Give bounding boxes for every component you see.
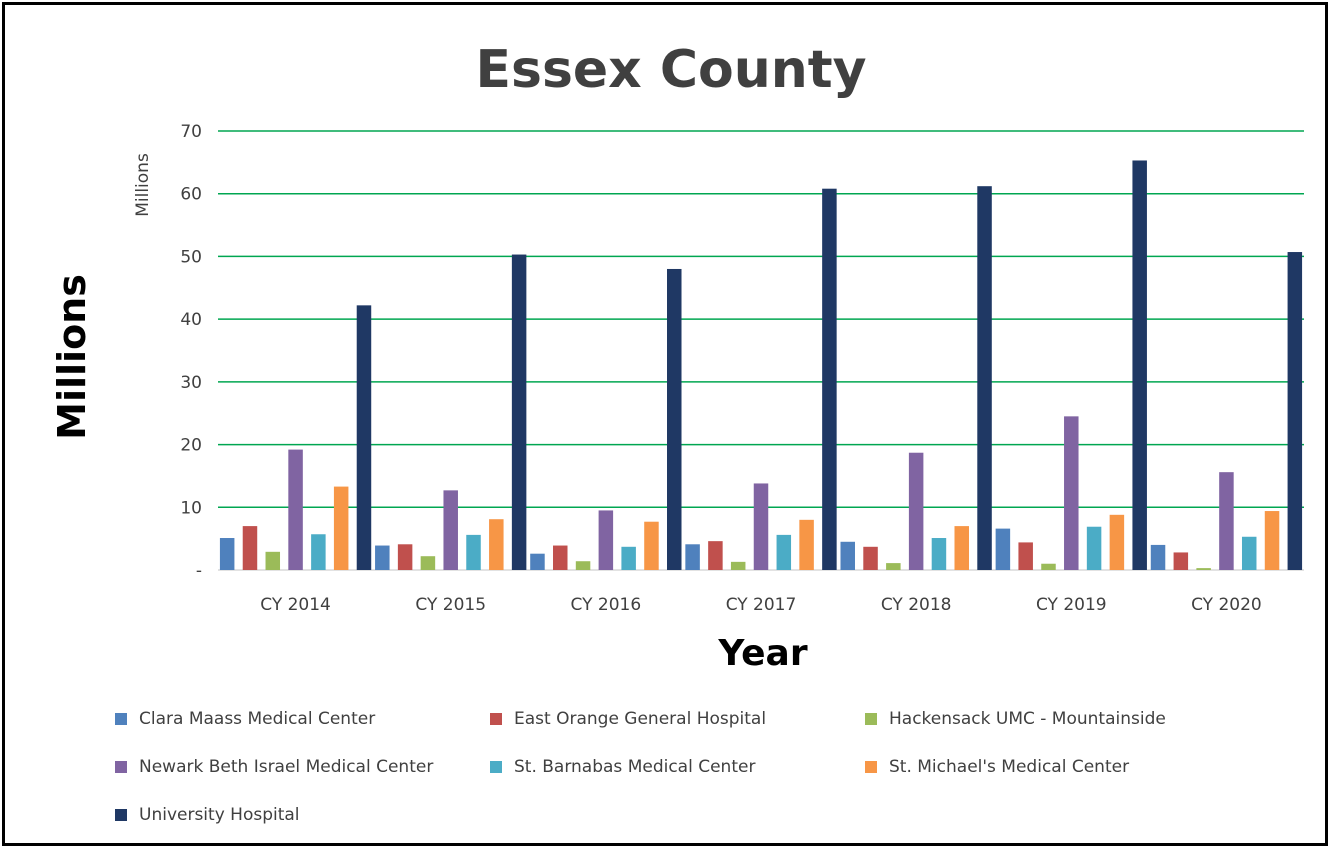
chart-title: Essex County [475, 40, 866, 100]
legend-swatch [865, 761, 877, 773]
legend-label: St. Michael's Medical Center [889, 757, 1130, 777]
bar [863, 546, 878, 570]
legend-item: Hackensack UMC - Mountainside [865, 709, 1166, 729]
bar [466, 534, 481, 570]
bar [288, 449, 303, 570]
y-tick-label: 60 [180, 185, 202, 205]
bar [489, 519, 504, 570]
bar-chart: Essex County Millions Millions - 10 20 30 40… [50, 40, 1304, 674]
legend-item: Newark Beth Israel Medical Center [115, 757, 433, 777]
y-axis-title: Millions [50, 274, 94, 440]
bar [822, 188, 837, 570]
y-tick-label: 30 [180, 373, 202, 393]
bar [776, 534, 792, 570]
legend-label: Newark Beth Israel Medical Center [139, 757, 434, 777]
legend-swatch [865, 713, 877, 725]
bar [621, 546, 636, 570]
bar [644, 521, 659, 570]
bar [685, 544, 700, 570]
bar [1064, 416, 1079, 570]
legend-swatch [490, 761, 502, 773]
bar [1150, 544, 1166, 570]
bar [708, 541, 723, 570]
legend-label: Clara Maass Medical Center [139, 709, 376, 729]
legend-item: East Orange General Hospital [490, 709, 766, 729]
x-tick-label: CY 2016 [571, 595, 642, 615]
y-tick-label: 20 [180, 436, 202, 456]
bar [995, 528, 1011, 570]
bar [219, 538, 235, 570]
x-axis-ticks: CY 2014 CY 2015 CY 2016 CY 2017 CY 2018 CY 20… [260, 595, 1261, 615]
bar [753, 483, 769, 570]
bar [1041, 563, 1056, 570]
legend-label: Hackensack UMC - Mountainside [889, 709, 1166, 729]
bars [219, 160, 1303, 570]
y-axis-ticks: - 10 20 30 40 50 60 70 [180, 122, 202, 581]
bar [598, 510, 614, 570]
x-tick-label: CY 2020 [1191, 595, 1262, 615]
bar [575, 561, 591, 570]
bar [1086, 526, 1102, 570]
x-tick-label: CY 2014 [260, 595, 331, 615]
legend-swatch [115, 761, 127, 773]
bar [840, 541, 855, 570]
bar [730, 561, 746, 570]
bar [553, 545, 568, 570]
y-axis-units-label: Millions [133, 153, 153, 217]
legend-label: East Orange General Hospital [514, 709, 767, 729]
bar [1264, 511, 1280, 570]
bar [420, 556, 436, 570]
bar [1109, 514, 1125, 570]
bar [511, 254, 527, 570]
bar [333, 486, 349, 570]
bar [931, 538, 947, 570]
y-tick-label: 10 [180, 498, 202, 518]
legend-item: Clara Maass Medical Center [115, 709, 375, 729]
bar [1287, 252, 1303, 570]
bar [375, 545, 390, 570]
bar [530, 553, 545, 570]
x-tick-label: CY 2018 [881, 595, 952, 615]
bar [1241, 536, 1257, 570]
legend-swatch [490, 713, 502, 725]
bar [799, 519, 814, 570]
legend-label: St. Barnabas Medical Center [514, 757, 756, 777]
legend-label: University Hospital [139, 805, 300, 825]
bar [1173, 552, 1189, 570]
bar [311, 534, 326, 570]
bar [667, 268, 682, 570]
bar [397, 544, 413, 570]
bar [1132, 160, 1147, 570]
legend-item: St. Barnabas Medical Center [490, 757, 755, 777]
bar [242, 526, 258, 570]
bar [1196, 568, 1211, 570]
x-tick-label: CY 2019 [1036, 595, 1107, 615]
legend-swatch [115, 809, 127, 821]
y-tick-label: - [196, 561, 202, 581]
bar [908, 452, 924, 570]
legend-item: St. Michael's Medical Center [865, 757, 1129, 777]
y-tick-label: 70 [180, 122, 202, 142]
y-tick-label: 40 [180, 310, 202, 330]
bar [356, 305, 372, 570]
legend-item: University Hospital [115, 805, 300, 825]
gridlines [218, 130, 1304, 571]
x-tick-label: CY 2017 [726, 595, 797, 615]
bar [954, 526, 969, 570]
bar [977, 186, 992, 570]
y-tick-label: 50 [180, 247, 202, 267]
legend-swatch [115, 713, 127, 725]
bar [1018, 542, 1033, 570]
bar [886, 563, 901, 570]
x-tick-label: CY 2015 [415, 595, 486, 615]
bar [443, 490, 458, 570]
bar [265, 551, 281, 570]
x-axis-title: Year [717, 633, 807, 674]
bar [1219, 472, 1234, 570]
